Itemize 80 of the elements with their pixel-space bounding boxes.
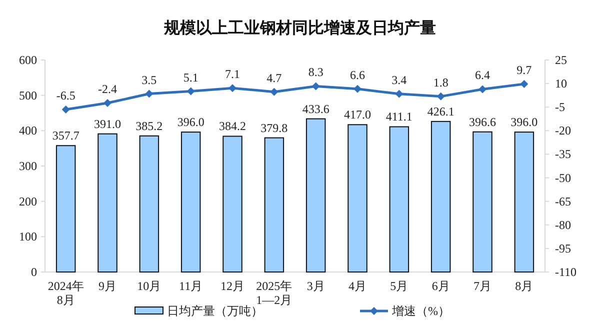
point: [395, 90, 404, 98]
y2-tick-label: -20: [555, 124, 571, 138]
y2-tick-label: -65: [555, 194, 571, 208]
y2-tick-label: -5: [555, 100, 565, 114]
data-label: 4.7: [266, 70, 282, 85]
data-label: -2.4: [98, 82, 117, 96]
x-tick-label: 12月: [220, 279, 244, 293]
data-label: 384.2: [219, 119, 246, 134]
bar: [514, 132, 534, 272]
x-tick-label: 5月: [390, 279, 408, 293]
y-tick-label: 100: [19, 230, 37, 244]
bar: [306, 118, 326, 272]
data-label: 357.7: [52, 128, 80, 143]
bar: [472, 131, 492, 272]
point: [270, 88, 278, 96]
data-label: 5.1: [183, 70, 198, 84]
data-label: 396.6: [469, 114, 496, 129]
x-tick-label: 7月: [474, 279, 492, 293]
data-label: 3.4: [392, 72, 407, 87]
bar: [180, 132, 201, 272]
y2-tick-label: -80: [555, 218, 571, 232]
data-label: -6.5: [56, 88, 76, 102]
x-tick-label: 11月: [179, 279, 203, 293]
x-tick-label: 3月: [306, 279, 325, 293]
data-label: 7.1: [225, 67, 240, 82]
point: [520, 80, 528, 88]
point: [354, 84, 362, 93]
data-label: 6.6: [350, 68, 365, 82]
data-label: 426.1: [427, 104, 454, 118]
point: [145, 90, 154, 98]
y2-tick-label: 10: [555, 76, 567, 91]
x-tick-label: 6月: [432, 279, 450, 293]
y-tick-label: 300: [19, 159, 37, 173]
data-label: 411.1: [386, 110, 412, 124]
y-tick-label: 200: [19, 194, 37, 208]
y2-tick-label: 25: [555, 53, 567, 67]
y-tick-label: 0: [31, 265, 37, 279]
bar: [56, 145, 76, 272]
y-tick-label: 500: [19, 88, 37, 102]
point: [228, 84, 236, 92]
bar: [222, 136, 242, 272]
data-label: 391.0: [94, 116, 121, 131]
y-tick-label: 600: [19, 53, 37, 67]
point: [62, 105, 70, 114]
x-tick-label: 2024年 8月: [48, 279, 84, 307]
point: [186, 87, 195, 96]
bar: [348, 124, 368, 272]
x-tick-label: 4月: [348, 279, 366, 293]
y2-tick-label: -95: [555, 241, 571, 256]
chart-title: 规模以上工业钢材同比增速及日均产量: [163, 19, 436, 37]
data-label: 379.8: [260, 120, 288, 135]
bar: [430, 120, 451, 272]
data-label: 396.0: [177, 115, 204, 130]
data-label: 6.4: [475, 68, 490, 82]
x-tick-label: 2025年 1—2月: [256, 279, 292, 307]
x-tick-label: 9月: [98, 279, 116, 293]
data-label: 417.0: [344, 108, 371, 122]
y2-tick-label: -35: [555, 147, 571, 162]
bar: [264, 137, 284, 272]
x-tick-label: 10月: [137, 279, 162, 293]
y2-tick-label: -50: [555, 170, 571, 185]
point: [312, 82, 320, 90]
data-label: 8.3: [308, 65, 324, 80]
data-label: 433.6: [302, 102, 330, 116]
data-label: 1.8: [433, 75, 448, 90]
legend-label: 日均产量（万吨）: [167, 304, 263, 318]
y-tick-label: 400: [19, 124, 37, 138]
x-tick-label: 8月: [515, 279, 534, 293]
point: [436, 92, 445, 100]
legend-label: 增速（%）: [391, 304, 450, 318]
point: [478, 85, 486, 94]
data-label: 3.5: [142, 72, 157, 87]
data-label: 385.2: [136, 118, 163, 133]
data-label: 396.0: [510, 115, 538, 130]
bar: [389, 126, 410, 272]
point: [104, 99, 112, 108]
y2-tick-label: -110: [555, 265, 577, 279]
data-label: 9.7: [516, 63, 532, 78]
bar: [139, 135, 160, 272]
bar: [98, 133, 118, 272]
